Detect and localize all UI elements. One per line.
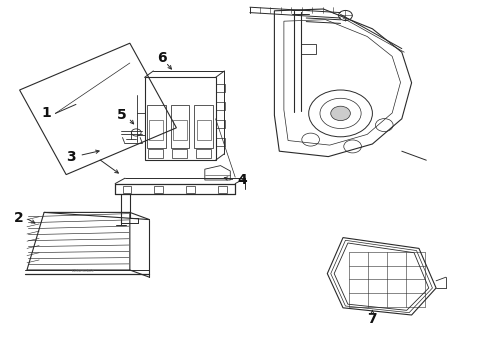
Bar <box>172 149 187 158</box>
Bar <box>216 84 225 92</box>
Bar <box>154 186 163 193</box>
Text: 5: 5 <box>117 108 126 122</box>
Text: 4: 4 <box>238 173 247 187</box>
Bar <box>145 77 216 160</box>
Bar <box>216 102 225 110</box>
Bar <box>122 186 131 193</box>
Bar <box>216 138 225 146</box>
Bar <box>171 104 190 148</box>
Text: Oldsmobile: Oldsmobile <box>72 269 95 273</box>
Text: 6: 6 <box>157 51 167 64</box>
Bar <box>149 120 163 140</box>
Bar <box>186 186 195 193</box>
Bar <box>196 149 211 158</box>
Bar <box>148 149 163 158</box>
Circle shape <box>331 106 350 121</box>
Bar <box>173 120 187 140</box>
Bar <box>147 104 166 148</box>
Bar <box>218 186 227 193</box>
Text: 7: 7 <box>368 312 377 325</box>
Bar <box>195 104 213 148</box>
Bar <box>216 120 225 128</box>
Text: 3: 3 <box>66 150 76 163</box>
Text: 1: 1 <box>42 107 51 120</box>
Bar <box>197 120 211 140</box>
Text: 2: 2 <box>14 211 24 225</box>
Bar <box>301 44 316 54</box>
